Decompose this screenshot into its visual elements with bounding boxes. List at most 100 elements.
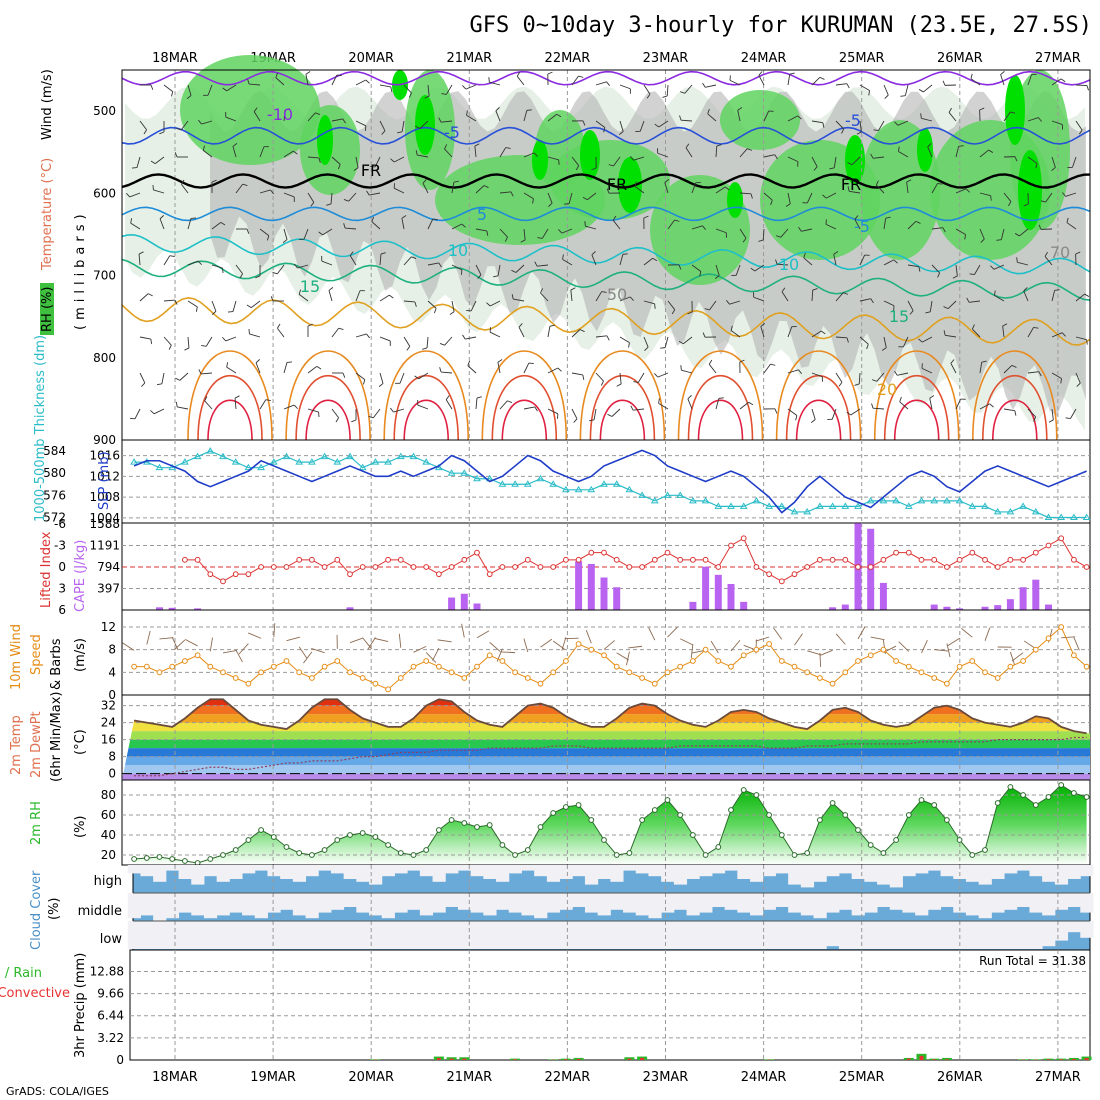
wind10m-speed-point (829, 680, 836, 687)
cloud-clear-cell (242, 893, 256, 916)
wind-barb-flag (870, 298, 874, 304)
lifted-index-line-point (1020, 556, 1026, 563)
wind-barb (250, 300, 261, 308)
wind-barb-flag (159, 131, 165, 135)
cloud-clear-cell (813, 921, 827, 949)
cloud-clear-cell (889, 865, 903, 888)
wind-barb-flag (634, 181, 637, 187)
wind10m-speed-point (588, 646, 595, 653)
rh-saturated-patch (317, 115, 333, 165)
cloud-clear-cell (140, 865, 154, 877)
wind-barb (225, 116, 237, 122)
cloud-clear-cell (496, 865, 510, 882)
lifted-index-line-point (359, 564, 366, 570)
wind-barb (657, 372, 669, 378)
wind-barb (139, 120, 147, 131)
wind-barb (883, 84, 889, 96)
wind-barb-flag (143, 129, 148, 135)
wind-barb (331, 327, 339, 338)
wind-barb (1002, 326, 1005, 338)
wind-barb-flag (438, 262, 442, 268)
cloud-clear-cell (610, 865, 624, 882)
wind-barb-flag (234, 395, 240, 399)
precip-total-bar (941, 1057, 952, 1060)
wind10m-speed-point (245, 680, 252, 687)
wind-barb (739, 401, 749, 410)
lifted-index-line-point (347, 571, 353, 578)
wind-barb (355, 372, 366, 380)
rh2m-series-point (410, 852, 417, 858)
wind-barb-flag (918, 89, 924, 93)
cloud-clear-cell (534, 865, 548, 877)
wind10m-speed-point (855, 658, 861, 664)
cape-bar (702, 566, 710, 610)
wind-barb (787, 74, 791, 86)
cape-tick: 794 (97, 560, 120, 574)
wind-barb-flag (305, 71, 311, 75)
wind-barb-flag (929, 395, 935, 399)
wind-barb (851, 156, 861, 165)
wind-barb-flag (964, 234, 966, 240)
bottom-date-axis: 18MAR 19MAR 20MAR 21MAR 22MAR 23MAR 24MAR 25MAR… (152, 1070, 1081, 1085)
wind10m-speed-point (613, 663, 620, 670)
wind10m-speed-point (474, 663, 480, 670)
warm-isotherm (579, 350, 666, 441)
wind-barb (355, 79, 367, 86)
rh2m-series-point (258, 827, 265, 833)
wind-barb-flag (612, 215, 617, 221)
wind-barb-flag (884, 94, 889, 99)
wind-barb-flag (282, 239, 288, 243)
wind10m-barb (984, 627, 991, 641)
wind-barb (393, 187, 405, 194)
wind-barb (129, 192, 141, 198)
cloud-clear-cell (216, 893, 230, 916)
lifted-index-line-point (182, 556, 188, 563)
precip-grid (130, 950, 1090, 1060)
wind-barb (931, 183, 938, 194)
rh2m-series-point (842, 812, 849, 818)
lifted-index-line-point (969, 549, 976, 556)
wind-barb-flag (781, 287, 786, 293)
wind-barb (475, 398, 478, 410)
wind-barb-flag (909, 310, 914, 315)
rh-saturated-patch (618, 157, 642, 213)
wind10m-tick: 4 (108, 665, 116, 679)
wind-barb (811, 156, 818, 167)
wind-barb (666, 84, 669, 97)
thickness-line-point (777, 502, 786, 509)
rh2m-series-point (245, 837, 252, 843)
wind-barb-flag (557, 367, 562, 372)
temp-band (122, 773, 1090, 780)
wind10m-barb (898, 641, 910, 652)
cloud-clear-cell (597, 865, 611, 879)
lifted-index-line-point (207, 571, 214, 578)
thickness-line-point (625, 485, 634, 493)
lifted-index-line-point (956, 556, 963, 563)
wind-barb-flag (201, 344, 207, 347)
lifted-index-line-point (715, 564, 722, 570)
wind-barb (1051, 78, 1062, 86)
rh2m-series-point (817, 817, 823, 823)
wind-barb (760, 326, 765, 338)
wind-barb-flag (351, 419, 357, 423)
cloud-clear-cell (521, 865, 535, 871)
wind-barb-flag (654, 303, 656, 309)
wind-barb (833, 254, 837, 266)
wind-barb-flag (606, 188, 610, 194)
cloud-clear-cell (788, 893, 802, 913)
wind-barb (379, 254, 382, 266)
wind-barb-flag (1044, 251, 1048, 257)
bottom-date-label: 21MAR (446, 1070, 492, 1085)
wind-barb (211, 300, 217, 312)
wind-barb (715, 186, 726, 194)
cloud-clear-cell (877, 893, 891, 907)
cloud-clear-cell (711, 921, 726, 949)
wind-barb (515, 264, 525, 273)
cloud-clear-cell (686, 893, 700, 916)
wind-barb (904, 84, 909, 96)
wind10m-barb (298, 646, 308, 659)
lifted-index-line-point (436, 571, 442, 578)
wind-barb-flag (990, 195, 992, 201)
wind-barb (355, 120, 367, 127)
lifted-index-line-point (563, 556, 569, 563)
